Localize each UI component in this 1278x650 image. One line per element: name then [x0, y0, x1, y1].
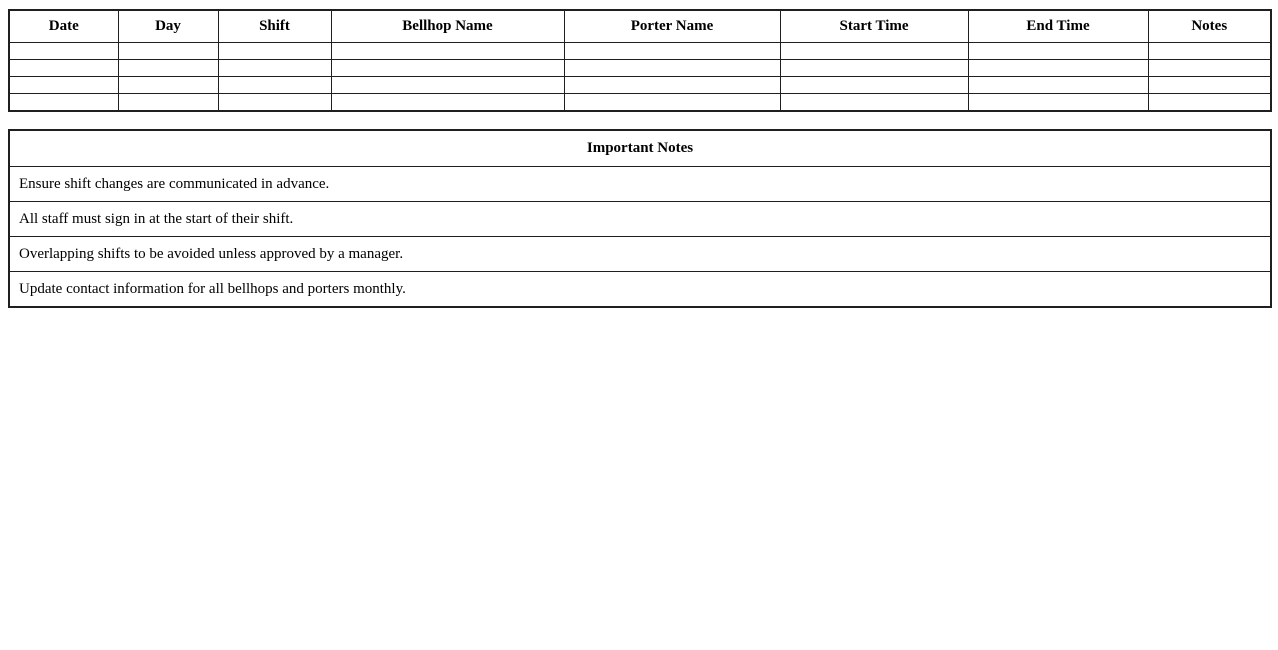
table-row — [8, 42, 1272, 60]
empty-cell — [563, 93, 781, 112]
empty-cell — [117, 93, 219, 112]
notes-section-title: Important Notes — [8, 129, 1272, 167]
empty-cell — [1147, 76, 1272, 94]
empty-cell — [779, 93, 969, 112]
empty-cell — [1147, 42, 1272, 60]
column-header-start-time: Start Time — [779, 9, 969, 43]
table-row — [8, 93, 1272, 112]
column-header-notes: Notes — [1147, 9, 1272, 43]
empty-cell — [217, 93, 332, 112]
column-header-day: Day — [117, 9, 219, 43]
column-header-shift: Shift — [217, 9, 332, 43]
note-row: All staff must sign in at the start of t… — [8, 201, 1272, 237]
empty-cell — [563, 76, 781, 94]
empty-cell — [217, 59, 332, 77]
column-header-date: Date — [8, 9, 119, 43]
shift-schedule-table: Date Day Shift Bellhop Name Porter Name … — [8, 9, 1272, 112]
empty-cell — [8, 59, 119, 77]
note-item: All staff must sign in at the start of t… — [8, 201, 1272, 237]
table-row — [8, 59, 1272, 77]
note-row: Ensure shift changes are communicated in… — [8, 166, 1272, 202]
empty-cell — [779, 42, 969, 60]
empty-cell — [217, 76, 332, 94]
column-header-end-time: End Time — [967, 9, 1149, 43]
notes-header-row: Important Notes — [8, 129, 1272, 167]
empty-cell — [117, 42, 219, 60]
empty-cell — [8, 42, 119, 60]
empty-cell — [967, 42, 1149, 60]
empty-cell — [779, 76, 969, 94]
empty-cell — [217, 42, 332, 60]
empty-cell — [563, 42, 781, 60]
table-row — [8, 76, 1272, 94]
schedule-header-row: Date Day Shift Bellhop Name Porter Name … — [8, 9, 1272, 43]
empty-cell — [967, 76, 1149, 94]
empty-cell — [1147, 59, 1272, 77]
empty-cell — [330, 42, 565, 60]
note-row: Overlapping shifts to be avoided unless … — [8, 236, 1272, 272]
empty-cell — [967, 93, 1149, 112]
note-item: Overlapping shifts to be avoided unless … — [8, 236, 1272, 272]
empty-cell — [330, 76, 565, 94]
column-header-bellhop-name: Bellhop Name — [330, 9, 565, 43]
empty-cell — [330, 59, 565, 77]
empty-cell — [117, 59, 219, 77]
empty-cell — [330, 93, 565, 112]
column-header-porter-name: Porter Name — [563, 9, 781, 43]
note-item: Ensure shift changes are communicated in… — [8, 166, 1272, 202]
empty-cell — [967, 59, 1149, 77]
empty-cell — [8, 93, 119, 112]
note-row: Update contact information for all bellh… — [8, 271, 1272, 308]
empty-cell — [117, 76, 219, 94]
empty-cell — [779, 59, 969, 77]
empty-cell — [563, 59, 781, 77]
empty-cell — [8, 76, 119, 94]
important-notes-table: Important Notes Ensure shift changes are… — [8, 129, 1272, 308]
note-item: Update contact information for all bellh… — [8, 271, 1272, 308]
empty-cell — [1147, 93, 1272, 112]
